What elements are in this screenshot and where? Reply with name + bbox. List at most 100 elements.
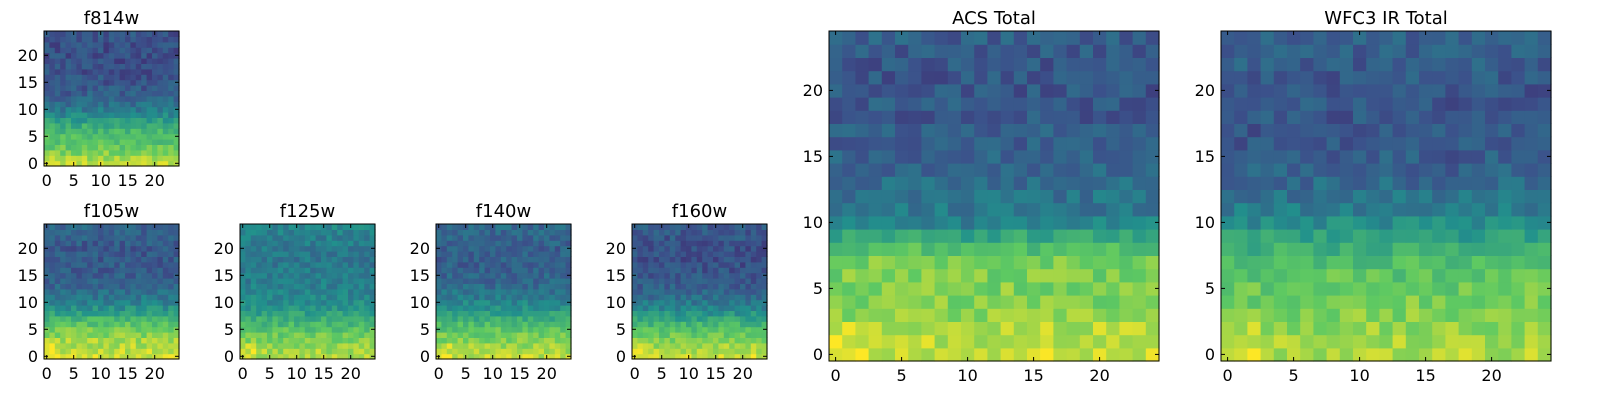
- heatmap-cell: [723, 299, 730, 306]
- heatmap-cell: [1339, 149, 1354, 164]
- heatmap-cell: [1537, 57, 1552, 72]
- heatmap-cell: [337, 283, 344, 290]
- heatmap-cell: [538, 321, 545, 328]
- heatmap-cell: [326, 267, 333, 274]
- heatmap-cell: [92, 272, 99, 279]
- heatmap-cell: [1326, 176, 1341, 190]
- heatmap-cell: [1366, 83, 1380, 98]
- heatmap-cell: [1353, 229, 1367, 243]
- heatmap-cell: [277, 283, 284, 290]
- heatmap-cell: [353, 272, 360, 279]
- heatmap-cell: [1000, 189, 1015, 204]
- heatmap-cell: [713, 240, 719, 247]
- heatmap-cell: [277, 272, 284, 279]
- heatmap-cell: [511, 256, 518, 263]
- heatmap-cell: [277, 245, 284, 252]
- heatmap-cell: [283, 337, 290, 344]
- heatmap-cell: [119, 299, 126, 306]
- heatmap-cell: [337, 224, 344, 230]
- heatmap-cell: [495, 234, 502, 241]
- heatmap-cell: [1511, 136, 1526, 151]
- heatmap-cell: [653, 315, 660, 322]
- heatmap-cell: [664, 288, 671, 295]
- heatmap-cell: [353, 305, 360, 311]
- heatmap-cell: [734, 326, 741, 333]
- heatmap-cell: [348, 245, 354, 252]
- heatmap-cell: [961, 202, 975, 217]
- heatmap-cell: [81, 95, 88, 102]
- heatmap-cell: [277, 348, 284, 355]
- heatmap-cell: [1458, 31, 1473, 45]
- heatmap-cell: [49, 342, 56, 349]
- heatmap-cell: [1405, 189, 1420, 204]
- heatmap-cell: [829, 44, 843, 58]
- heatmap-cell: [98, 74, 104, 81]
- x-tick-label: 5: [1289, 366, 1299, 385]
- heatmap-cell: [686, 299, 692, 306]
- heatmap-cell: [895, 110, 909, 124]
- heatmap-cell: [1339, 295, 1354, 309]
- heatmap-cell: [141, 234, 148, 241]
- heatmap-cell: [60, 245, 67, 252]
- heatmap-cell: [642, 321, 649, 328]
- heatmap-cell: [103, 133, 110, 140]
- heatmap-cell: [1287, 83, 1301, 98]
- heatmap-cell: [272, 288, 279, 295]
- heatmap-cell: [103, 267, 110, 274]
- heatmap-cell: [527, 353, 534, 360]
- heatmap-cell: [321, 332, 327, 338]
- heatmap-cell: [669, 332, 676, 338]
- heatmap-cell: [119, 272, 126, 279]
- heatmap-cell: [299, 234, 306, 241]
- heatmap-cell: [103, 245, 110, 252]
- heatmap-cell: [1445, 202, 1460, 217]
- heatmap-cell: [881, 149, 896, 164]
- heatmap-cell: [921, 308, 936, 322]
- heatmap-cell: [353, 240, 360, 247]
- heatmap-cell: [76, 144, 83, 151]
- heatmap-cell: [288, 272, 295, 279]
- heatmap-cell: [1445, 268, 1460, 283]
- heatmap-cell: [315, 337, 322, 344]
- heatmap-cell: [49, 128, 56, 135]
- heatmap-cell: [921, 268, 936, 283]
- heatmap-cell: [1313, 136, 1328, 151]
- heatmap-cell: [60, 283, 67, 290]
- heatmap-cell: [342, 245, 349, 252]
- heatmap-cell: [484, 332, 491, 338]
- heatmap-cell: [1106, 70, 1120, 85]
- heatmap-cell: [162, 74, 169, 81]
- heatmap-cell: [522, 288, 529, 295]
- heatmap-cell: [1339, 189, 1354, 204]
- heatmap-cell: [544, 283, 550, 290]
- heatmap-cell: [533, 256, 540, 263]
- heatmap-cell: [60, 85, 67, 91]
- heatmap-cell: [554, 310, 561, 317]
- heatmap-cell: [1498, 229, 1512, 243]
- heatmap-cell: [522, 283, 529, 290]
- heatmap-cell: [740, 245, 746, 252]
- heatmap-cell: [168, 112, 175, 118]
- heatmap-cell: [457, 315, 464, 322]
- heatmap-cell: [342, 283, 349, 290]
- heatmap-cell: [1326, 136, 1341, 151]
- heatmap-cell: [829, 136, 843, 151]
- heatmap-cell: [65, 74, 72, 81]
- heatmap-cell: [987, 268, 1002, 283]
- heatmap-cell: [908, 136, 922, 151]
- heatmap-cell: [934, 97, 949, 111]
- heatmap-cell: [680, 332, 687, 338]
- heatmap-cell: [560, 353, 567, 360]
- heatmap-cell: [92, 353, 99, 360]
- heatmap-cell: [87, 342, 94, 349]
- heatmap-cell: [533, 229, 540, 236]
- heatmap-cell: [261, 337, 268, 344]
- heatmap-cell: [245, 326, 252, 333]
- heatmap-cell: [745, 267, 752, 274]
- heatmap-cell: [1511, 123, 1526, 138]
- heatmap-cell: [326, 315, 333, 322]
- heatmap-cell: [921, 83, 936, 98]
- x-tick-label: 10: [91, 364, 111, 383]
- heatmap-cell: [114, 36, 121, 43]
- heatmap-cell: [549, 353, 556, 360]
